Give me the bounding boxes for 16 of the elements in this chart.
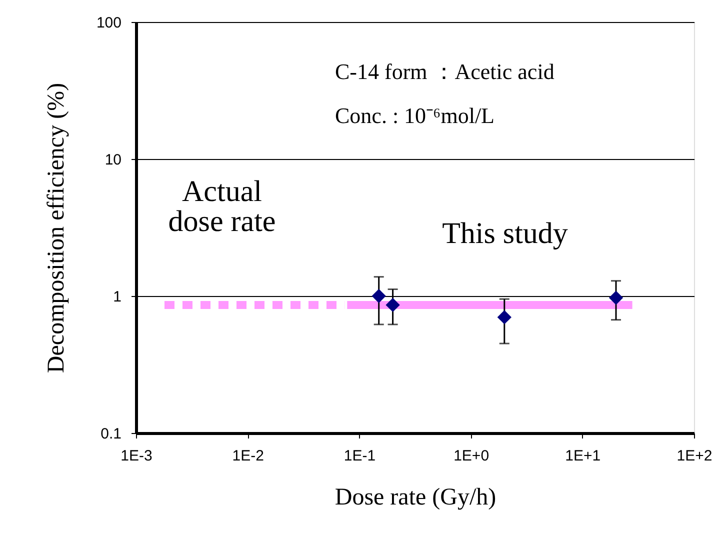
x-tick-label: 1E-3: [120, 448, 152, 464]
x-tick-label: 1E+1: [565, 448, 601, 464]
y-tick-label: 100: [96, 14, 122, 32]
annotation: Actual dose rate: [168, 175, 276, 238]
annotation: Conc. : 10⁻⁶mol/L: [335, 103, 494, 128]
x-tick-label: 1E-2: [232, 448, 264, 464]
y-tick-label: 10: [104, 152, 122, 168]
annotation: This study: [442, 217, 568, 250]
annotation: C-14 form ：Acetic acid: [335, 59, 554, 84]
y-tick-label: 0.1: [100, 426, 122, 442]
y-tick-label: 1: [113, 288, 122, 306]
x-tick-label: 1E+0: [454, 448, 490, 464]
x-tick-label: 1E-1: [344, 448, 376, 464]
x-tick-label: 1E+2: [676, 448, 712, 464]
x-axis-title: Dose rate (Gy/h): [334, 484, 496, 510]
y-axis-title: Decomposition efficiency (%): [43, 82, 70, 374]
